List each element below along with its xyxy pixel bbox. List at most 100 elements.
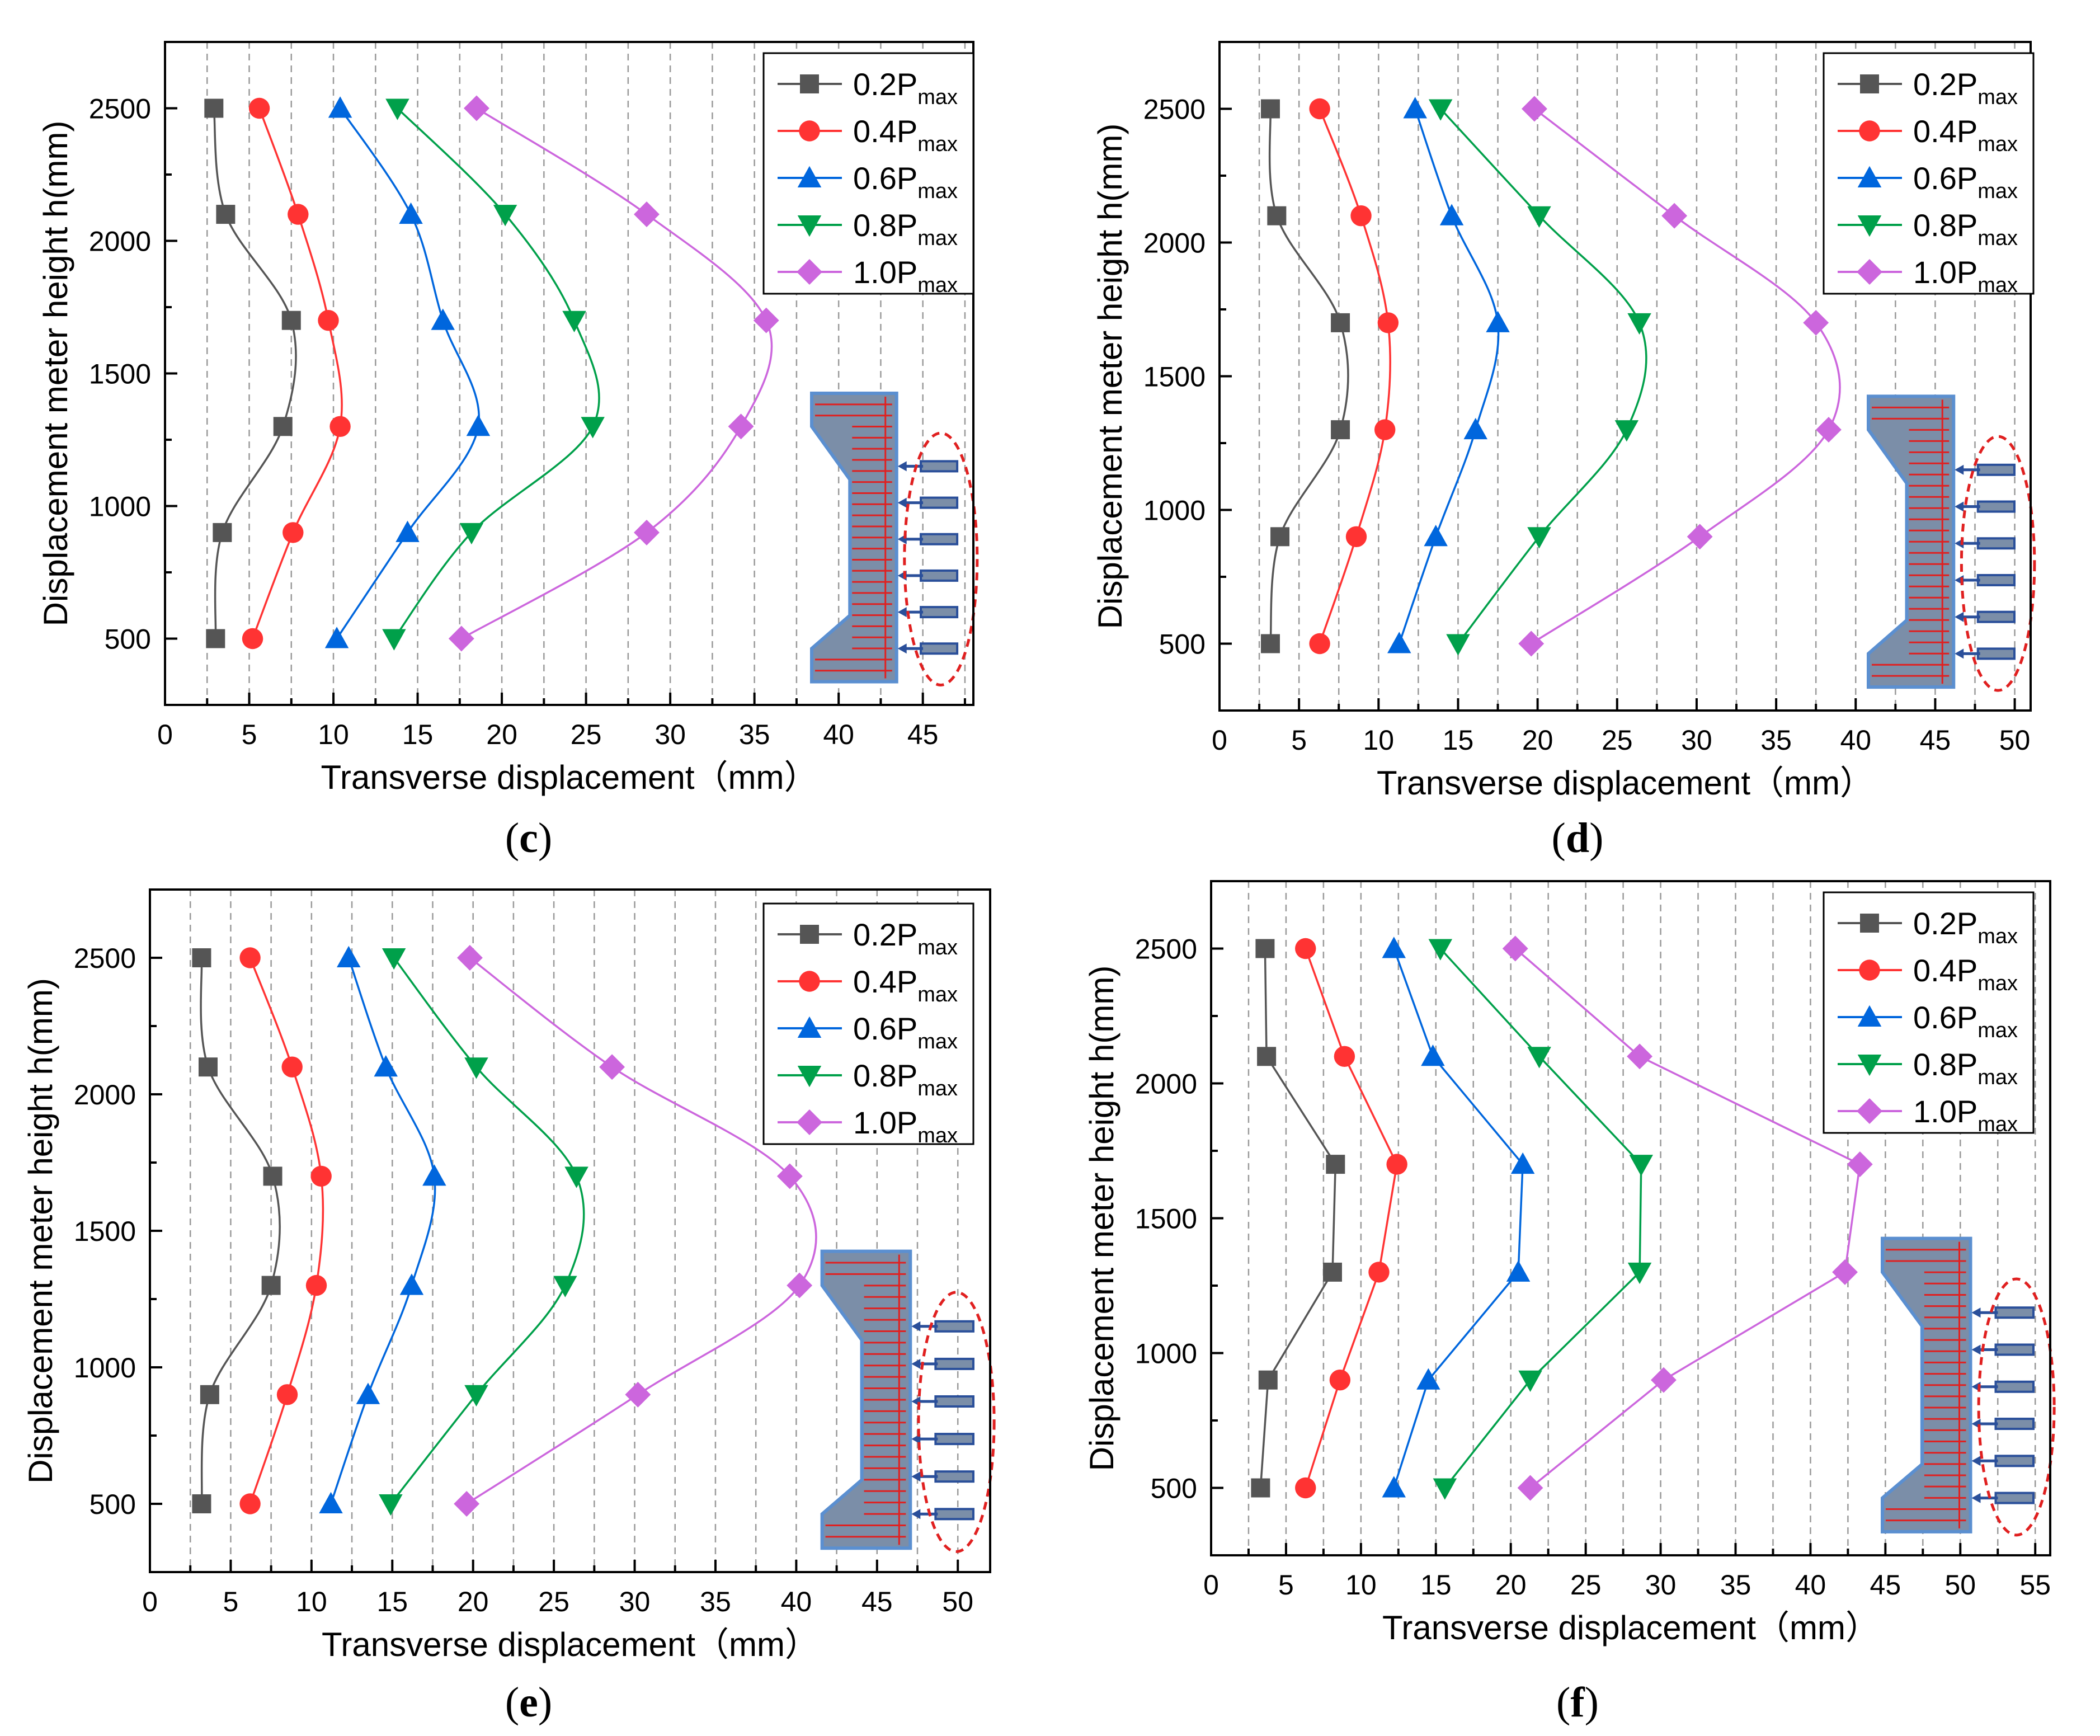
series-line-3 — [390, 957, 585, 1505]
x-tick-label: 5 — [1291, 724, 1307, 756]
data-point — [1518, 1370, 1542, 1392]
chart-0: 0 5 10 15 20 25 30 35 40 45 500 1000 1500 2000 2500 Tra… — [37, 41, 979, 796]
y-tick-label: 2000 — [1143, 228, 1206, 259]
x-tick-label: 15 — [1420, 1569, 1452, 1601]
series-line-3 — [393, 107, 600, 639]
data-point — [200, 1385, 219, 1404]
data-point — [1295, 1477, 1316, 1499]
data-point — [282, 522, 304, 543]
legend: 0.2Pmax 0.4Pmax 0.6Pmax 0.8Pmax 1.0Pmax — [1823, 891, 2035, 1136]
load-arrow-head — [897, 643, 907, 654]
legend-entry: 0.8Pmax — [853, 1058, 958, 1100]
jack-plate — [920, 496, 959, 509]
legend-marker — [797, 259, 822, 285]
jack-plate — [934, 1395, 974, 1408]
data-point — [1331, 420, 1350, 440]
chart-2: 0 5 10 15 20 25 30 35 40 45 50 500 1000 1500 2000 2500 T… — [22, 888, 996, 1663]
legend-marker — [799, 120, 820, 142]
data-point — [1270, 527, 1290, 547]
x-tick-label: 10 — [1363, 724, 1395, 756]
series-line-4 — [460, 107, 773, 640]
data-point — [261, 1276, 281, 1295]
data-point — [319, 1492, 343, 1513]
data-point — [466, 415, 491, 436]
jack-plate — [934, 1433, 974, 1446]
data-point — [581, 417, 605, 439]
data-point — [356, 1382, 380, 1404]
legend-entry: 0.8Pmax — [853, 208, 958, 250]
series-line-4 — [1514, 948, 1861, 1489]
panel-label-e: (e) — [505, 1679, 553, 1726]
data-point — [459, 523, 484, 545]
series-line-1 — [1305, 948, 1398, 1489]
jack-plate — [1976, 537, 2016, 550]
data-point — [192, 1494, 211, 1513]
data-point — [1322, 1262, 1342, 1282]
legend-entry: 0.2Pmax — [1913, 906, 2018, 948]
legend-entry: 1.0Pmax — [853, 1105, 958, 1147]
series-line-0 — [1259, 948, 1337, 1488]
load-arrow-head — [897, 607, 907, 618]
panel-label-c: (c) — [505, 815, 553, 862]
x-tick-label: 40 — [1840, 724, 1871, 756]
x-tick-label: 10 — [296, 1586, 327, 1617]
x-tick-label: 35 — [1720, 1569, 1751, 1601]
legend-marker — [1857, 166, 1882, 187]
y-tick-label: 500 — [1159, 629, 1206, 660]
data-point — [1627, 1043, 1653, 1070]
data-point — [1382, 1476, 1406, 1498]
data-point — [1382, 937, 1406, 958]
legend-entry: 0.6Pmax — [853, 1011, 958, 1053]
x-tick-label: 50 — [1944, 1569, 1976, 1601]
x-tick-label: 20 — [1495, 1569, 1527, 1601]
x-tick-label: 25 — [571, 719, 602, 750]
data-point — [1421, 1045, 1445, 1066]
jack-plate — [920, 569, 959, 582]
data-point — [1815, 417, 1842, 443]
data-point — [1627, 1262, 1652, 1285]
data-point — [382, 948, 406, 970]
y-tick-label: 500 — [105, 624, 151, 655]
data-point — [1527, 1047, 1551, 1069]
legend-marker — [1859, 120, 1880, 142]
data-point — [242, 628, 263, 650]
data-point — [1847, 1151, 1873, 1178]
data-point — [634, 201, 660, 228]
data-point — [310, 1165, 332, 1187]
x-tick-label: 30 — [655, 719, 686, 750]
data-point — [553, 1276, 577, 1297]
y-tick-label: 2500 — [89, 93, 151, 125]
data-point — [1502, 935, 1528, 962]
data-point — [787, 1272, 813, 1299]
highlight-ellipse — [1977, 1277, 2056, 1537]
x-tick-label: 40 — [1795, 1569, 1826, 1601]
x-tick-label: 20 — [1522, 724, 1553, 756]
data-point — [395, 520, 420, 542]
data-point — [318, 310, 339, 331]
data-point — [281, 310, 301, 330]
legend-marker — [800, 925, 819, 944]
jack-plate — [1976, 463, 2016, 476]
load-arrow-head — [1955, 611, 1964, 622]
load-arrow-head — [1971, 1493, 1981, 1503]
x-tick-label: 30 — [1645, 1569, 1677, 1601]
jack-plate — [934, 1508, 974, 1521]
x-tick-label: 25 — [1602, 724, 1633, 756]
data-point — [288, 204, 309, 225]
data-point — [1433, 1478, 1457, 1500]
legend-entry: 0.2Pmax — [853, 67, 958, 109]
load-arrow-head — [911, 1321, 921, 1332]
x-tick-label: 5 — [242, 719, 257, 750]
x-tick-label: 50 — [942, 1586, 973, 1617]
data-point — [1260, 634, 1280, 653]
chart-1: 0 5 10 15 20 25 30 35 40 45 50 500 1000 1500 2000 2500 T… — [1091, 41, 2036, 802]
jack-plate — [1994, 1306, 2035, 1319]
data-point — [1486, 310, 1510, 332]
load-arrow-head — [911, 1358, 921, 1369]
data-point — [1614, 420, 1639, 442]
legend-marker — [1857, 1055, 1882, 1076]
x-tick-label: 10 — [318, 719, 349, 750]
legend-box — [1823, 52, 2035, 295]
data-point — [399, 1273, 424, 1295]
